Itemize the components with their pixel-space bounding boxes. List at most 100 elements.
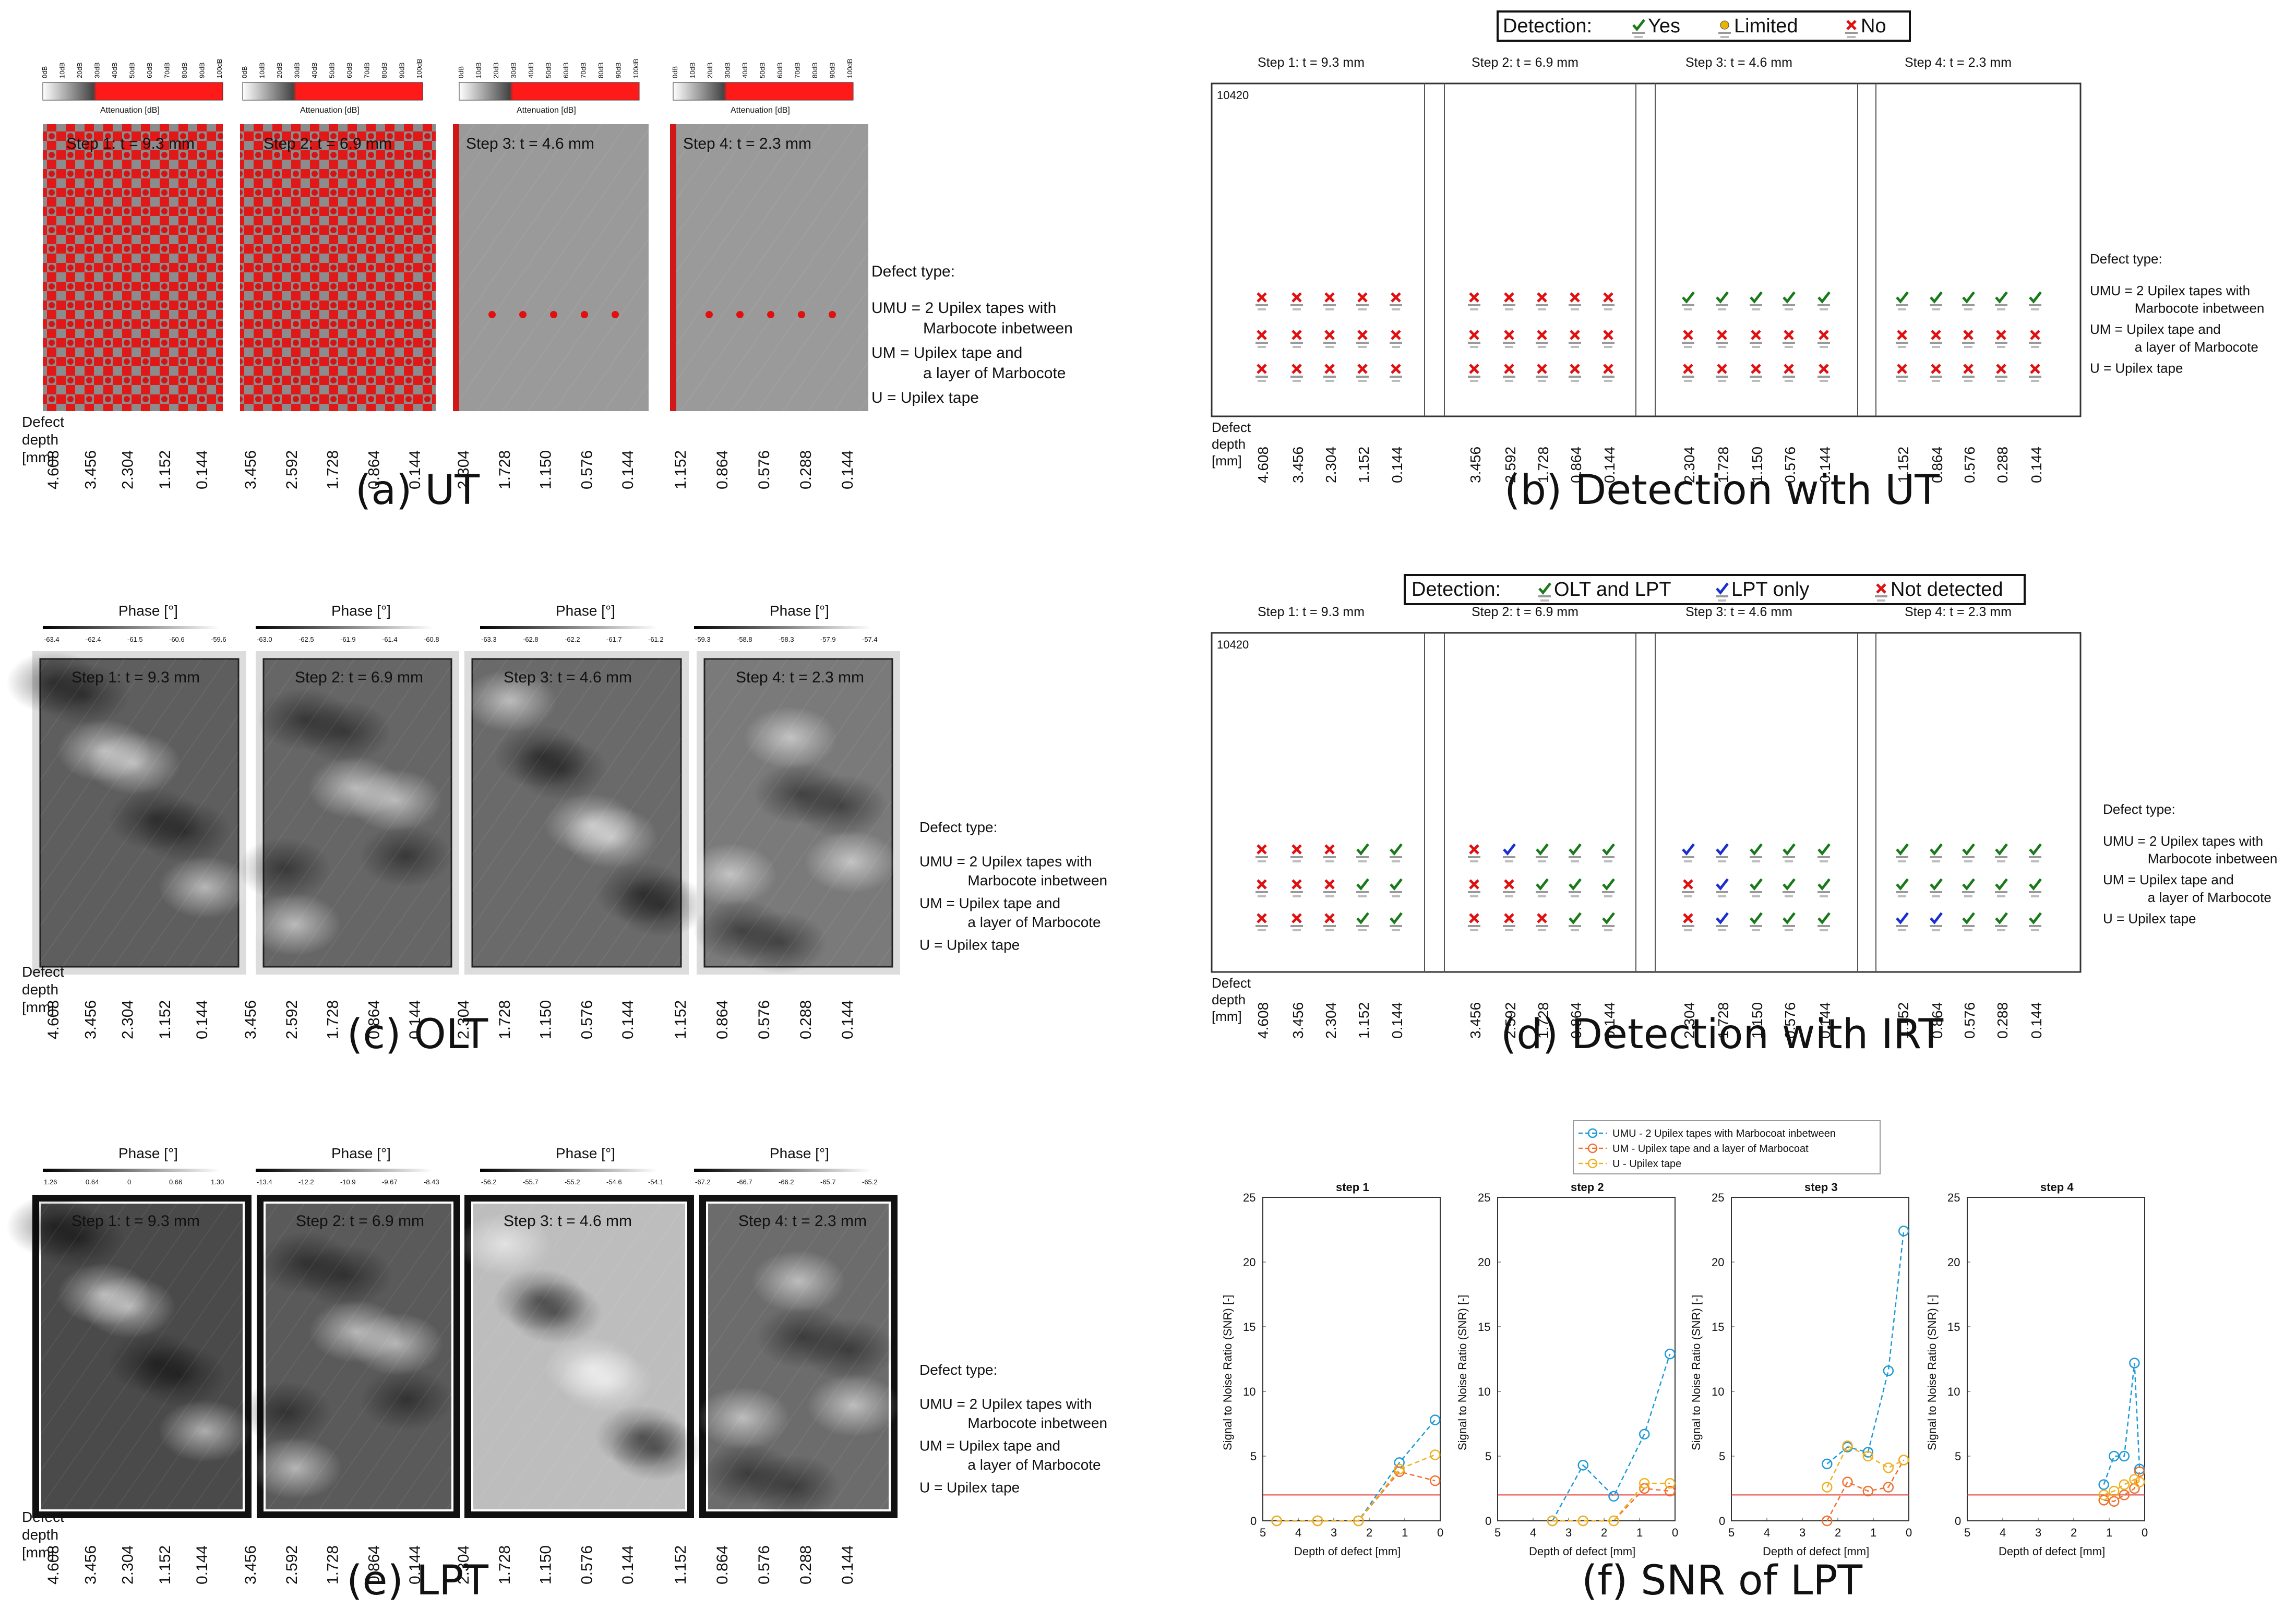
detection-mark (1290, 330, 1303, 348)
defect-id-text (1783, 891, 1795, 893)
cross-icon (1963, 330, 1974, 340)
check-icon (1896, 912, 1909, 924)
data-point (1429, 1414, 1441, 1425)
defect-id-text (1470, 860, 1478, 862)
cross-icon (1931, 364, 1941, 374)
y-tick-label: 5 (1719, 1450, 1725, 1463)
scan-texture (704, 659, 892, 967)
dot-icon (1720, 20, 1729, 30)
depth-tick: 4.608 (1255, 447, 1271, 483)
depth-tick: 0.288 (797, 450, 815, 489)
defect-id-text (1323, 304, 1336, 306)
defect-type-title: Defect type: (871, 263, 955, 280)
depth-tick: 1.728 (496, 1000, 513, 1039)
detection-mark (1503, 330, 1515, 348)
ut-defect-dot (767, 311, 774, 318)
phase-tick: -63.3 (481, 635, 497, 643)
phase-tick: -57.9 (820, 635, 836, 643)
legend-title: Detection: (1412, 579, 1501, 601)
detection-mark (1896, 291, 1909, 310)
depth-tick: 1.152 (1356, 447, 1372, 483)
colorbar-tick: 40dB (741, 63, 749, 78)
series-line (1551, 1353, 1671, 1521)
check-icon (2029, 843, 2042, 856)
defect-type-u: U = Upilex tape (871, 389, 979, 406)
depth-tick: 2.304 (455, 1545, 472, 1584)
step-title: Step 1: t = 9.3 mm (66, 135, 195, 152)
defect-id-text (1258, 929, 1266, 931)
detection-mark (1323, 330, 1336, 348)
colorbar-tick: 30dB (510, 63, 518, 78)
detection-mark (1569, 912, 1582, 931)
chart-axes (1262, 1197, 1441, 1521)
defect-id-text (1995, 925, 2007, 927)
cross-icon (1683, 364, 1693, 374)
data-point (2129, 1358, 2140, 1368)
detection-mark (1783, 330, 1795, 348)
detection-mark (1930, 878, 1943, 897)
scan-texture (40, 659, 238, 967)
check-icon (1817, 843, 1831, 856)
depth-tick: 0.576 (578, 1000, 595, 1039)
detection-mark (1468, 879, 1480, 897)
defect-id-text (1538, 929, 1546, 931)
cross-icon (1570, 364, 1580, 374)
defect-id-text (1820, 860, 1828, 862)
defect-id-text (1785, 929, 1793, 931)
defect-id-text (1898, 929, 1906, 931)
defect-id-text (1752, 860, 1760, 862)
y-tick-label: 25 (1947, 1191, 1960, 1204)
detection-mark (2029, 878, 2042, 897)
defect-id-text (1290, 891, 1303, 893)
detection-mark (1503, 913, 1515, 931)
cross-icon (1391, 330, 1401, 340)
cross-icon (1504, 292, 1514, 303)
phase-tick: -66.2 (779, 1178, 794, 1186)
detection-mark (1716, 843, 1729, 862)
detection-mark (1503, 292, 1515, 310)
defect-id-text (1323, 376, 1336, 378)
defect-depth-label: Defect (22, 1509, 64, 1525)
colorbar-tick: 100dB (632, 58, 640, 78)
x-tick-label: 4 (1764, 1526, 1770, 1539)
check-icon (1569, 878, 1582, 891)
depth-tick: 0.144 (2028, 447, 2044, 483)
defect-id-text (1293, 895, 1301, 897)
defect-id-text (1602, 304, 1615, 306)
phase-tick: -56.2 (481, 1178, 497, 1186)
detection-mark (1536, 330, 1548, 348)
caption-f: (f) SNR of LPT (1581, 1557, 1863, 1604)
depth-tick: 2.304 (1681, 447, 1697, 483)
y-tick-label: 5 (1485, 1450, 1491, 1463)
defect-id-text (1684, 895, 1692, 897)
depth-tick: 4.608 (45, 1545, 62, 1584)
defect-id-text (1571, 346, 1579, 348)
data-point (1862, 1450, 1874, 1462)
depth-tick: 0.864 (714, 450, 731, 489)
series-line (1826, 1459, 1905, 1521)
defect-id-text (1392, 929, 1400, 931)
series-line (1552, 1482, 1670, 1522)
detection-mark (1602, 292, 1615, 310)
colorbar-tick: 0dB (41, 66, 49, 78)
check-icon (1783, 912, 1796, 924)
defect-id-text (1293, 380, 1301, 382)
step-title: Step 3: t = 4.6 mm (466, 135, 594, 152)
detection-mark (1290, 364, 1303, 382)
step-title: Step 4: t = 2.3 mm (736, 669, 864, 686)
defect-id-text (1602, 891, 1615, 893)
depth-tick: 0.864 (714, 1000, 731, 1039)
detection-mark (1930, 330, 1942, 348)
detection-mark (2029, 912, 2042, 931)
scan-texture (453, 124, 649, 411)
detection-mark (1930, 843, 1943, 862)
caption-c: (c) OLT (346, 1011, 488, 1058)
defect-id-text (1785, 895, 1793, 897)
cross-icon (1751, 330, 1761, 340)
detection-mark (1536, 878, 1549, 897)
step-title: Step 3: t = 4.6 mm (1685, 55, 1792, 70)
detection-mark (1817, 878, 1831, 897)
y-tick-label: 25 (1243, 1191, 1255, 1204)
defect-id-text (1964, 346, 1972, 348)
data-point (1271, 1515, 1282, 1527)
